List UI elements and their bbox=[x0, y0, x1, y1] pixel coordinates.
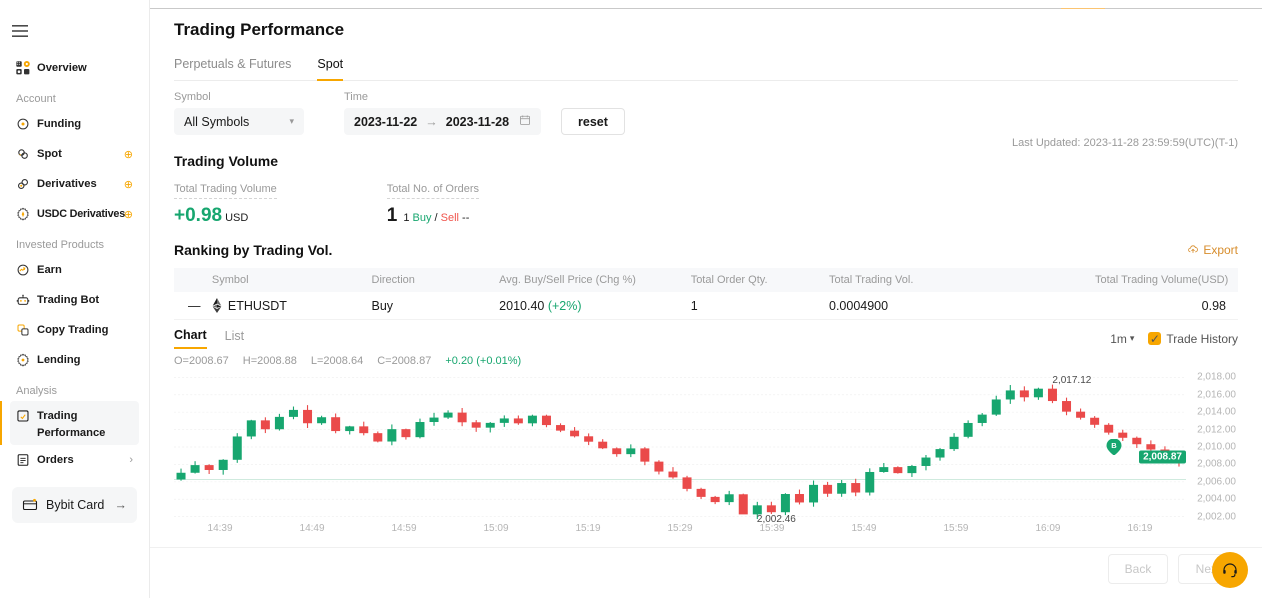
svg-text:B: B bbox=[1111, 441, 1117, 450]
